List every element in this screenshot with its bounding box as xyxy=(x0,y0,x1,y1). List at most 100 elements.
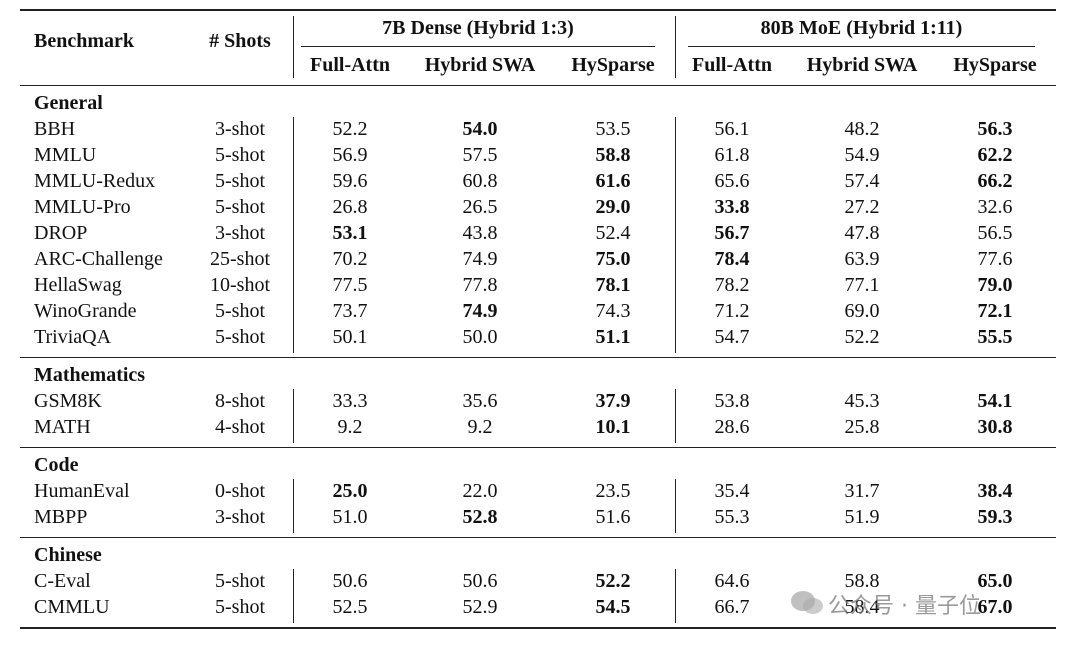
shots: 10-shot xyxy=(210,274,270,296)
score: 58.4 xyxy=(844,596,880,618)
score: 27.2 xyxy=(844,196,880,218)
shots: 5-shot xyxy=(215,300,265,322)
score: 33.8 xyxy=(714,196,750,218)
score: 70.2 xyxy=(332,248,368,270)
column-header: Hybrid SWA xyxy=(424,54,536,76)
score: 56.5 xyxy=(977,222,1013,244)
score: 37.9 xyxy=(595,390,631,412)
section-divider xyxy=(293,389,294,443)
benchmark-name: MBPP xyxy=(34,506,88,528)
score: 59.6 xyxy=(332,170,368,192)
watermark-text: 公众号 · 量子位 xyxy=(828,594,981,619)
score: 66.2 xyxy=(977,170,1013,192)
section-divider xyxy=(293,569,294,623)
score: 45.3 xyxy=(844,390,880,412)
shots: 5-shot xyxy=(215,170,265,192)
column-header: HySparse xyxy=(953,54,1037,76)
section-divider xyxy=(293,479,294,533)
score: 67.0 xyxy=(977,596,1013,618)
score: 55.3 xyxy=(714,506,750,528)
score: 73.7 xyxy=(332,300,368,322)
score: 78.4 xyxy=(714,248,750,270)
score: 58.8 xyxy=(595,144,631,166)
score: 77.1 xyxy=(844,274,880,296)
header-benchmark: Benchmark xyxy=(34,30,134,52)
score: 57.5 xyxy=(462,144,498,166)
score: 65.6 xyxy=(714,170,750,192)
shots: 4-shot xyxy=(215,416,265,438)
benchmark-name: MMLU-Redux xyxy=(34,170,156,192)
score: 53.5 xyxy=(595,118,631,140)
shots: 3-shot xyxy=(215,118,265,140)
score: 74.3 xyxy=(595,300,631,322)
score: 50.0 xyxy=(462,326,498,348)
group-underline xyxy=(301,46,655,47)
score: 23.5 xyxy=(595,480,631,502)
shots: 5-shot xyxy=(215,144,265,166)
section-divider xyxy=(675,569,676,623)
score: 52.9 xyxy=(462,596,498,618)
score: 53.1 xyxy=(332,222,368,244)
score: 32.6 xyxy=(977,196,1013,218)
section-title: Mathematics xyxy=(34,364,146,386)
benchmark-name: ARC-Challenge xyxy=(34,248,163,270)
score: 29.0 xyxy=(595,196,631,218)
score: 9.2 xyxy=(337,416,363,438)
score: 65.0 xyxy=(977,570,1013,592)
score: 61.8 xyxy=(714,144,750,166)
benchmark-name: MMLU-Pro xyxy=(34,196,131,218)
score: 50.6 xyxy=(332,570,368,592)
section-divider xyxy=(675,117,676,353)
score: 77.8 xyxy=(462,274,498,296)
score: 51.9 xyxy=(844,506,880,528)
score: 35.6 xyxy=(462,390,498,412)
benchmark-name: C-Eval xyxy=(34,570,91,592)
score: 52.5 xyxy=(332,596,368,618)
score: 51.0 xyxy=(332,506,368,528)
score: 56.7 xyxy=(714,222,750,244)
section-rule xyxy=(20,357,1056,358)
score: 33.3 xyxy=(332,390,368,412)
shots: 5-shot xyxy=(215,570,265,592)
score: 72.1 xyxy=(977,300,1013,322)
section-rule xyxy=(20,447,1056,448)
section-title: Code xyxy=(34,454,79,476)
benchmark-name: GSM8K xyxy=(34,390,102,412)
benchmark-name: DROP xyxy=(34,222,88,244)
score: 38.4 xyxy=(977,480,1013,502)
score: 52.8 xyxy=(462,506,498,528)
score: 77.6 xyxy=(977,248,1013,270)
header-rule xyxy=(20,85,1056,86)
score: 74.9 xyxy=(462,248,498,270)
group-title: 80B MoE (Hybrid 1:11) xyxy=(760,17,963,39)
score: 10.1 xyxy=(595,416,631,438)
section-divider xyxy=(293,117,294,353)
section-title: General xyxy=(34,92,103,114)
score: 9.2 xyxy=(467,416,493,438)
column-header: HySparse xyxy=(571,54,655,76)
shots: 5-shot xyxy=(215,326,265,348)
score: 22.0 xyxy=(462,480,498,502)
score: 56.1 xyxy=(714,118,750,140)
shots: 25-shot xyxy=(210,248,270,270)
score: 56.3 xyxy=(977,118,1013,140)
benchmark-name: MMLU xyxy=(34,144,97,166)
shots: 8-shot xyxy=(215,390,265,412)
score: 58.8 xyxy=(844,570,880,592)
column-header: Hybrid SWA xyxy=(806,54,918,76)
score: 26.5 xyxy=(462,196,498,218)
score: 25.8 xyxy=(844,416,880,438)
score: 52.2 xyxy=(844,326,880,348)
score: 62.2 xyxy=(977,144,1013,166)
score: 52.4 xyxy=(595,222,631,244)
section-divider xyxy=(675,389,676,443)
score: 26.8 xyxy=(332,196,368,218)
score: 47.8 xyxy=(844,222,880,244)
score: 57.4 xyxy=(844,170,880,192)
score: 48.2 xyxy=(844,118,880,140)
score: 63.9 xyxy=(844,248,880,270)
section-divider xyxy=(675,479,676,533)
benchmark-name: TriviaQA xyxy=(34,326,112,348)
group-underline xyxy=(688,46,1035,47)
